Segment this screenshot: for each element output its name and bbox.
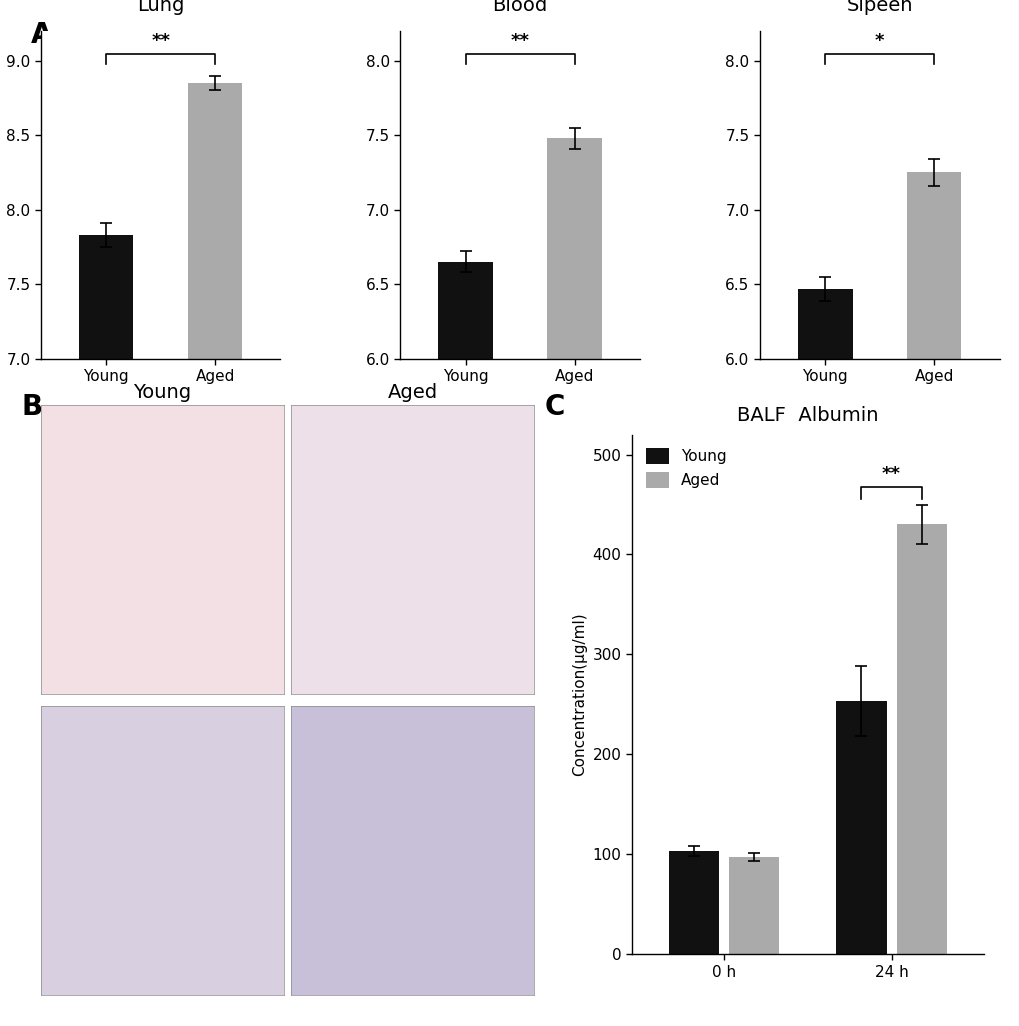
Text: **: ** [151, 33, 170, 50]
Bar [438, 262, 492, 359]
Bar [668, 852, 718, 954]
Text: *: * [874, 33, 883, 50]
Bar [797, 288, 852, 359]
Bar [896, 524, 946, 954]
Bar [906, 172, 961, 359]
Legend: Young, Aged: Young, Aged [639, 442, 732, 495]
Title: BALF  Albumin: BALF Albumin [737, 405, 877, 425]
Bar [187, 83, 243, 359]
Bar [547, 139, 601, 359]
Y-axis label: Concentration(μg/ml): Concentration(μg/ml) [572, 613, 587, 777]
Text: C: C [544, 393, 565, 421]
Text: B: B [21, 393, 42, 421]
Title: Young: Young [133, 383, 192, 402]
Text: **: ** [511, 33, 529, 50]
Bar [729, 858, 779, 954]
Bar [836, 702, 886, 954]
Text: A: A [32, 21, 53, 49]
Bar [78, 235, 133, 359]
Text: **: ** [881, 465, 900, 482]
Title: Aged: Aged [387, 383, 437, 402]
Title: Blood: Blood [492, 0, 547, 15]
Title: Slpeen: Slpeen [846, 0, 912, 15]
Title: Lung: Lung [137, 0, 184, 15]
